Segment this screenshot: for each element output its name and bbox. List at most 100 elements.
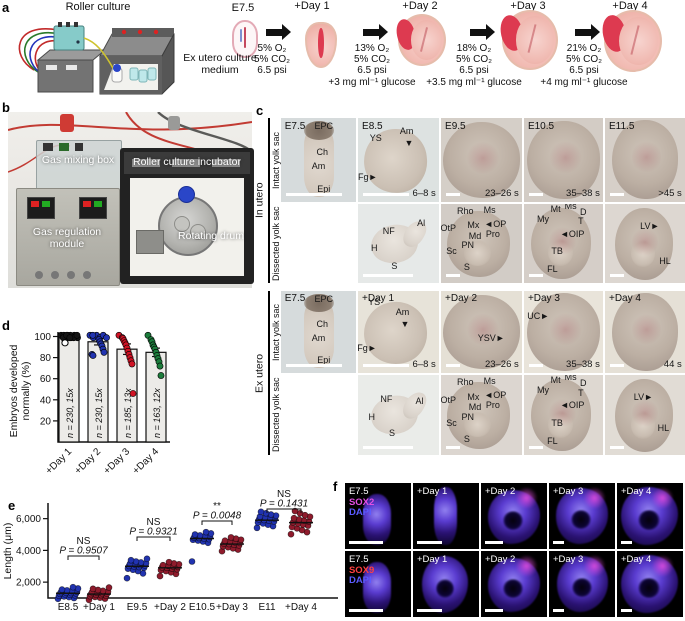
- n-label: n = 230, 15x: [94, 388, 104, 438]
- x-category-label: +Day 2: [73, 446, 104, 477]
- condition-line: 5% CO₂: [353, 54, 391, 65]
- data-point: [188, 558, 196, 565]
- embryo-length-scatter-plot: Length (μm)2,000 4,000 6,000 E8.5 +Day 1 E9.5…: [2, 489, 338, 613]
- anatomy-label: T: [578, 387, 584, 398]
- anatomy-label: OtP: [441, 223, 457, 234]
- y-tick-label: 100: [34, 332, 51, 343]
- marker-signal-glow: [515, 486, 538, 510]
- embryo-illustration: [305, 22, 337, 68]
- axes: [47, 503, 338, 599]
- roller-bottle: [174, 216, 190, 232]
- embryo-photo-shape-2: [399, 388, 431, 423]
- scale-bar: [484, 541, 504, 545]
- condition-line: 5% CO₂: [455, 54, 493, 65]
- embryo-red-tint: [632, 226, 659, 257]
- anatomy-label: Epi: [317, 183, 331, 194]
- anatomy-label: Fg►: [358, 171, 378, 182]
- condition-line: 6.5 psi: [357, 65, 387, 76]
- data-point: [105, 584, 113, 591]
- embryo-photo-shape: [527, 293, 600, 371]
- embryo-fluorescence-shape: [555, 488, 609, 544]
- anatomy-label: Mt: [550, 204, 561, 214]
- stage-label: +Day 3: [527, 293, 560, 305]
- data-point: [66, 334, 74, 342]
- anatomy-label: EPC: [314, 294, 334, 305]
- anatomy-label: YS: [369, 133, 382, 144]
- embryo-image-cell: E9.5 23–26 s: [441, 118, 522, 202]
- epc-dark-cap: [303, 294, 334, 313]
- gas-valve: [43, 143, 53, 151]
- incubator-interior: [130, 178, 244, 276]
- scale-bar: [609, 274, 624, 278]
- condition-line: 5% CO₂: [565, 54, 603, 65]
- x-category-label: E10.5: [189, 602, 216, 613]
- data-point: [143, 555, 151, 563]
- embryo-fluorescence-shape: [620, 554, 678, 614]
- embryo-photo-shape: [446, 211, 510, 278]
- anatomy-label: Al: [417, 217, 426, 228]
- data-point: [253, 524, 261, 532]
- data-point: [89, 585, 97, 593]
- panel-b-photo: Gas mixing box Roller culture incubator …: [8, 112, 254, 288]
- scale-bar: [362, 193, 409, 197]
- anatomy-label: Am: [399, 126, 414, 137]
- data-point: [287, 530, 295, 538]
- roller-culture-title: Roller culture: [65, 1, 131, 13]
- anatomy-label: ◄OIP: [559, 229, 585, 240]
- data-point: [202, 528, 210, 536]
- anatomy-label: My: [536, 385, 549, 396]
- fluorescence-tile: +Day 2: [481, 551, 547, 617]
- scale-bar: [362, 364, 409, 368]
- embryo-photo-shape: [614, 379, 673, 452]
- anatomy-label: FL: [547, 263, 558, 274]
- fluorescence-tile: +Day 3: [549, 483, 615, 549]
- embryo-streak: [243, 26, 246, 48]
- anatomy-label: PN: [461, 240, 474, 251]
- significance-label: NS: [77, 536, 91, 547]
- gas-port: [83, 271, 91, 279]
- scale-bar: [484, 609, 504, 613]
- marker-signal-glow: [651, 554, 674, 578]
- anatomy-label: H: [368, 411, 376, 422]
- embryo-curl-shadow: [571, 510, 592, 530]
- anatomy-label: D: [580, 378, 587, 388]
- timeline-steps: +Day 1 5% O₂ 5% CO₂ 6.5 psi +Day 2 13% O₂ 5% C…: [0, 0, 685, 100]
- embryo-red-tint: [548, 141, 582, 175]
- marker-signal-glow: [583, 554, 606, 578]
- data-point: [58, 586, 66, 593]
- incubator-label: Roller culture incubator: [133, 156, 241, 168]
- scale-bar: [416, 609, 443, 613]
- embryo-image-cell: Mt Ms D My T ◄OIP TB FL: [524, 375, 603, 455]
- day-label: +Day 1: [416, 553, 448, 565]
- anatomy-label: Md: [468, 230, 482, 241]
- data-point: [89, 352, 97, 359]
- stage-label: E8.5: [362, 120, 383, 132]
- anatomy-label: Ms: [564, 375, 577, 383]
- rotating-drum: [158, 196, 218, 256]
- embryo-fluorescence-shape: [487, 557, 541, 612]
- day-label: +Day 4: [620, 553, 652, 565]
- embryo-image-cell: +Day 2 YSV► 23–26 s: [441, 291, 522, 373]
- y-tick-label: 40: [40, 395, 52, 406]
- anatomy-label: My: [536, 214, 549, 224]
- anatomy-label: Rho: [457, 377, 474, 388]
- arrow-icon: [575, 24, 600, 40]
- somite-count: 35–38 s: [566, 187, 600, 199]
- anatomy-label: Epi: [317, 354, 331, 365]
- arrow-icon: [363, 24, 388, 40]
- anatomy-label: Md: [468, 402, 482, 412]
- embryo-curl-shadow: [436, 578, 454, 599]
- n-label: n = 185, 13x: [123, 388, 133, 438]
- panel-d-label: d: [2, 318, 10, 333]
- embryo-curl-center: [630, 411, 656, 439]
- p-value-label: P = 0.9321: [129, 527, 177, 538]
- day-label: +Day 4: [620, 485, 652, 497]
- p-value-label: P = 0.1431: [260, 499, 308, 510]
- wall-fixture-red: [60, 114, 74, 132]
- anatomy-label: Ch: [316, 318, 329, 329]
- scale-bar: [348, 609, 384, 613]
- y-axis-label: Length (μm): [2, 523, 14, 580]
- anatomy-label: FL: [547, 435, 558, 446]
- y-axis-label: normally (%): [20, 362, 32, 421]
- data-point: [103, 334, 110, 342]
